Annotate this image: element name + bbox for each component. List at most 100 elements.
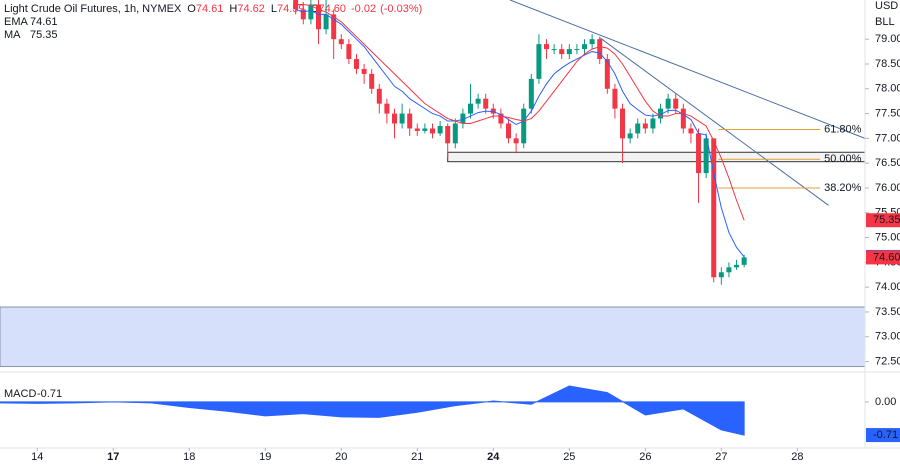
candle-body <box>460 113 466 124</box>
x-tick-label: 21 <box>411 451 423 463</box>
ohlc-name: H <box>229 3 237 15</box>
candle-body <box>353 59 359 69</box>
candle-body <box>308 4 314 20</box>
candle-body <box>658 108 664 119</box>
y-tick-label: 72.50 <box>875 355 900 367</box>
candle-body <box>346 44 352 60</box>
y-tick-label: 77.50 <box>875 107 900 119</box>
candle-body <box>414 128 420 131</box>
ohlc-name: O <box>187 3 196 15</box>
legend-value: 74.61 <box>30 16 58 28</box>
y-tick-label: 78.50 <box>875 58 900 70</box>
legend-label: MA <box>4 29 21 41</box>
x-tick-label: 25 <box>563 451 575 463</box>
x-tick-label: 19 <box>259 451 271 463</box>
price-badge-label: 74.60 <box>873 251 900 263</box>
x-tick-label: 28 <box>791 451 803 463</box>
candle-body <box>399 113 405 124</box>
ohlc-value: 74.61 <box>196 3 224 15</box>
candle-body <box>673 98 679 109</box>
x-tick-label: 18 <box>183 451 195 463</box>
candle-body <box>620 108 626 139</box>
candle-body <box>300 9 306 20</box>
change: -0.02 <box>351 3 376 15</box>
fib-label: 38.20% <box>824 182 862 194</box>
y-tick-label: 79.00 <box>875 33 900 45</box>
candle-body <box>604 59 610 89</box>
fib-label: 50.00% <box>824 153 862 165</box>
candle-body <box>696 133 702 174</box>
y-tick-label: 73.50 <box>875 306 900 318</box>
indicator-line <box>295 8 745 258</box>
candle-body <box>445 125 451 144</box>
indicator-line <box>295 3 745 221</box>
chart-title: Light Crude Oil Futures, 1h, NYMEX <box>4 3 182 15</box>
unit: BLL <box>875 16 895 28</box>
candle-body <box>703 138 709 174</box>
candle-body <box>468 103 474 114</box>
candle-body <box>483 98 489 109</box>
candle-body <box>582 44 588 50</box>
y-tick-label: 74.00 <box>875 281 900 293</box>
x-tick-label: 24 <box>487 451 500 463</box>
candle-body <box>437 125 443 134</box>
ohlc-name: C <box>311 3 319 15</box>
candle-body <box>551 49 557 51</box>
legend-label: EMA <box>4 16 29 28</box>
candle-body <box>407 113 413 129</box>
price-badge-label: 75.35 <box>873 214 900 226</box>
price-badge <box>866 250 900 265</box>
candle-body <box>384 103 390 114</box>
candle-body <box>589 39 595 45</box>
y-tick-label: 76.00 <box>875 182 900 194</box>
candle-body <box>430 128 435 134</box>
candle-body <box>536 44 542 79</box>
y-tick-label: 78.00 <box>875 83 900 95</box>
y-tick-label: 75.00 <box>875 231 900 243</box>
candle-body <box>323 14 329 30</box>
x-tick-label: 20 <box>335 451 347 463</box>
candle-body <box>544 44 550 50</box>
candle-body <box>498 113 504 124</box>
candle-body <box>422 128 428 131</box>
candle-body <box>376 88 382 104</box>
macd-area <box>0 385 745 436</box>
candle-body <box>452 123 458 144</box>
candle-body <box>688 128 694 134</box>
macd-value: -0.71 <box>37 388 62 400</box>
y-tick-label: 73.00 <box>875 331 900 343</box>
trendline <box>509 0 866 139</box>
y-tick-label: 0.00 <box>875 396 896 408</box>
ohlc-name: L <box>271 3 277 15</box>
candle-body <box>726 267 732 273</box>
candle-body <box>566 49 572 55</box>
candle-body <box>650 118 656 129</box>
candle-body <box>315 4 321 30</box>
x-tick-label: 14 <box>31 451 43 463</box>
candle-body <box>528 78 534 109</box>
fib-label: 61.80% <box>824 123 862 135</box>
trendline <box>600 37 829 206</box>
candle-body <box>369 73 375 89</box>
candle-body <box>338 39 344 45</box>
candle-body <box>521 108 527 144</box>
candle-body <box>506 123 512 139</box>
candle-body <box>513 138 519 144</box>
x-tick-label: 17 <box>107 451 119 463</box>
currency: USD <box>875 0 898 12</box>
y-tick-label: 77.00 <box>875 132 900 144</box>
candle-body <box>559 49 565 55</box>
candle-body <box>361 68 367 74</box>
price-badge <box>866 213 900 228</box>
ohlc-value: 74.62 <box>237 3 265 15</box>
candle-body <box>642 123 648 129</box>
macd-label: MACD <box>4 388 36 400</box>
candle-body <box>391 113 397 124</box>
candle-body <box>475 98 481 104</box>
candle-body <box>734 264 740 268</box>
candle-body <box>665 98 671 109</box>
zone <box>0 306 866 368</box>
candle-body <box>597 39 603 60</box>
